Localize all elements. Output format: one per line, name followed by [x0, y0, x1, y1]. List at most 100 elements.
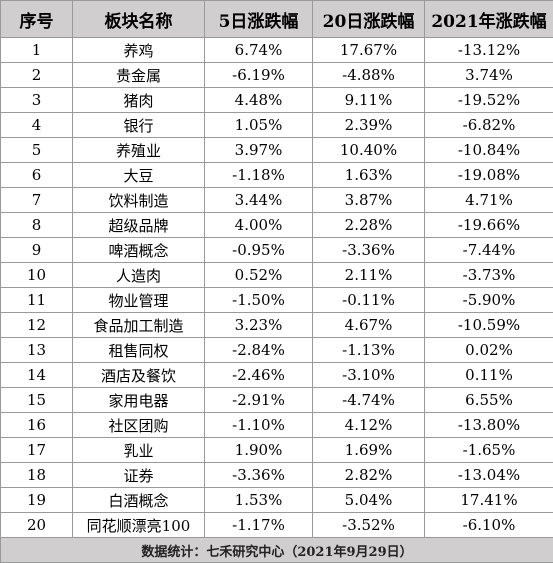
cell-sector-name: 贵金属 — [72, 62, 205, 88]
cell-5day-change: -2.46% — [204, 362, 313, 388]
cell-index: 16 — [0, 412, 73, 438]
cell-5day-change: -1.50% — [204, 287, 313, 313]
cell-index: 10 — [0, 262, 73, 288]
table-row: 6 大豆 -1.18% 1.63% -19.08% — [0, 162, 553, 188]
cell-20day-change: -3.36% — [312, 237, 425, 263]
cell-sector-name: 食品加工制造 — [72, 312, 205, 338]
table-row: 14 酒店及餐饮 -2.46% -3.10% 0.11% — [0, 362, 553, 388]
cell-sector-name: 白酒概念 — [72, 487, 205, 513]
cell-2021-change: -13.80% — [424, 412, 553, 438]
table-row: 11 物业管理 -1.50% -0.11% -5.90% — [0, 287, 553, 313]
cell-sector-name: 猪肉 — [72, 87, 205, 113]
cell-20day-change: 5.04% — [312, 487, 425, 513]
cell-2021-change: -19.52% — [424, 87, 553, 113]
cell-sector-name: 养殖业 — [72, 137, 205, 163]
cell-5day-change: -0.95% — [204, 237, 313, 263]
table-row: 4 银行 1.05% 2.39% -6.82% — [0, 112, 553, 138]
cell-20day-change: -4.74% — [312, 387, 425, 413]
table-row: 5 养殖业 3.97% 10.40% -10.84% — [0, 137, 553, 163]
cell-5day-change: -6.19% — [204, 62, 313, 88]
table-row: 17 乳业 1.90% 1.69% -1.65% — [0, 437, 553, 463]
cell-2021-change: 17.41% — [424, 487, 553, 513]
table-row: 8 超级品牌 4.00% 2.28% -19.66% — [0, 212, 553, 238]
cell-20day-change: -4.88% — [312, 62, 425, 88]
table-row: 10 人造肉 0.52% 2.11% -3.73% — [0, 262, 553, 288]
table-row: 1 养鸡 6.74% 17.67% -13.12% — [0, 37, 553, 63]
cell-2021-change: 4.71% — [424, 187, 553, 213]
cell-index: 8 — [0, 212, 73, 238]
cell-20day-change: 1.63% — [312, 162, 425, 188]
table-row: 19 白酒概念 1.53% 5.04% 17.41% — [0, 487, 553, 513]
cell-20day-change: -1.13% — [312, 337, 425, 363]
cell-index: 3 — [0, 87, 73, 113]
cell-20day-change: 4.12% — [312, 412, 425, 438]
data-source-note: 数据统计：七禾研究中心（2021年9月29日） — [0, 537, 553, 563]
cell-20day-change: 10.40% — [312, 137, 425, 163]
table-row: 9 啤酒概念 -0.95% -3.36% -7.44% — [0, 237, 553, 263]
table-row: 2 贵金属 -6.19% -4.88% 3.74% — [0, 62, 553, 88]
cell-2021-change: -6.10% — [424, 512, 553, 538]
cell-index: 1 — [0, 37, 73, 63]
cell-sector-name: 养鸡 — [72, 37, 205, 63]
cell-5day-change: -2.84% — [204, 337, 313, 363]
cell-2021-change: -19.08% — [424, 162, 553, 188]
cell-index: 7 — [0, 187, 73, 213]
cell-20day-change: -3.10% — [312, 362, 425, 388]
cell-sector-name: 大豆 — [72, 162, 205, 188]
cell-5day-change: 3.23% — [204, 312, 313, 338]
header-row: 序号 板块名称 5日涨跌幅 20日涨跌幅 2021年涨跌幅 — [0, 0, 553, 38]
cell-5day-change: 3.44% — [204, 187, 313, 213]
cell-20day-change: 2.28% — [312, 212, 425, 238]
table-body: 1 养鸡 6.74% 17.67% -13.12% 2 贵金属 -6.19% -4.88% 3.7… — [0, 37, 553, 538]
cell-5day-change: 4.00% — [204, 212, 313, 238]
cell-5day-change: -1.18% — [204, 162, 313, 188]
cell-index: 19 — [0, 487, 73, 513]
cell-index: 2 — [0, 62, 73, 88]
cell-5day-change: 3.97% — [204, 137, 313, 163]
header-20day-change: 20日涨跌幅 — [312, 0, 425, 38]
cell-2021-change: -10.84% — [424, 137, 553, 163]
cell-5day-change: -1.17% — [204, 512, 313, 538]
cell-sector-name: 银行 — [72, 112, 205, 138]
cell-sector-name: 人造肉 — [72, 262, 205, 288]
cell-index: 11 — [0, 287, 73, 313]
cell-2021-change: -13.04% — [424, 462, 553, 488]
cell-sector-name: 租售同权 — [72, 337, 205, 363]
cell-index: 9 — [0, 237, 73, 263]
table-row: 12 食品加工制造 3.23% 4.67% -10.59% — [0, 312, 553, 338]
cell-sector-name: 证券 — [72, 462, 205, 488]
cell-5day-change: 1.05% — [204, 112, 313, 138]
cell-20day-change: 2.82% — [312, 462, 425, 488]
table-row: 18 证券 -3.36% 2.82% -13.04% — [0, 462, 553, 488]
table-row: 20 同花顺漂亮100 -1.17% -3.52% -6.10% — [0, 512, 553, 538]
cell-index: 15 — [0, 387, 73, 413]
cell-sector-name: 饮料制造 — [72, 187, 205, 213]
cell-2021-change: -5.90% — [424, 287, 553, 313]
cell-index: 4 — [0, 112, 73, 138]
cell-20day-change: 2.11% — [312, 262, 425, 288]
cell-5day-change: 0.52% — [204, 262, 313, 288]
table-row: 7 饮料制造 3.44% 3.87% 4.71% — [0, 187, 553, 213]
cell-sector-name: 物业管理 — [72, 287, 205, 313]
cell-20day-change: 9.11% — [312, 87, 425, 113]
cell-5day-change: -3.36% — [204, 462, 313, 488]
cell-index: 18 — [0, 462, 73, 488]
cell-20day-change: 4.67% — [312, 312, 425, 338]
cell-5day-change: 4.48% — [204, 87, 313, 113]
cell-2021-change: -19.66% — [424, 212, 553, 238]
cell-2021-change: -13.12% — [424, 37, 553, 63]
cell-index: 14 — [0, 362, 73, 388]
cell-index: 13 — [0, 337, 73, 363]
cell-2021-change: 3.74% — [424, 62, 553, 88]
cell-20day-change: 3.87% — [312, 187, 425, 213]
cell-5day-change: 1.90% — [204, 437, 313, 463]
cell-2021-change: 0.02% — [424, 337, 553, 363]
cell-5day-change: -2.91% — [204, 387, 313, 413]
cell-index: 12 — [0, 312, 73, 338]
cell-2021-change: -7.44% — [424, 237, 553, 263]
cell-20day-change: 17.67% — [312, 37, 425, 63]
footer-row: 数据统计：七禾研究中心（2021年9月29日） — [0, 537, 553, 563]
cell-index: 5 — [0, 137, 73, 163]
cell-2021-change: 0.11% — [424, 362, 553, 388]
cell-2021-change: 6.55% — [424, 387, 553, 413]
